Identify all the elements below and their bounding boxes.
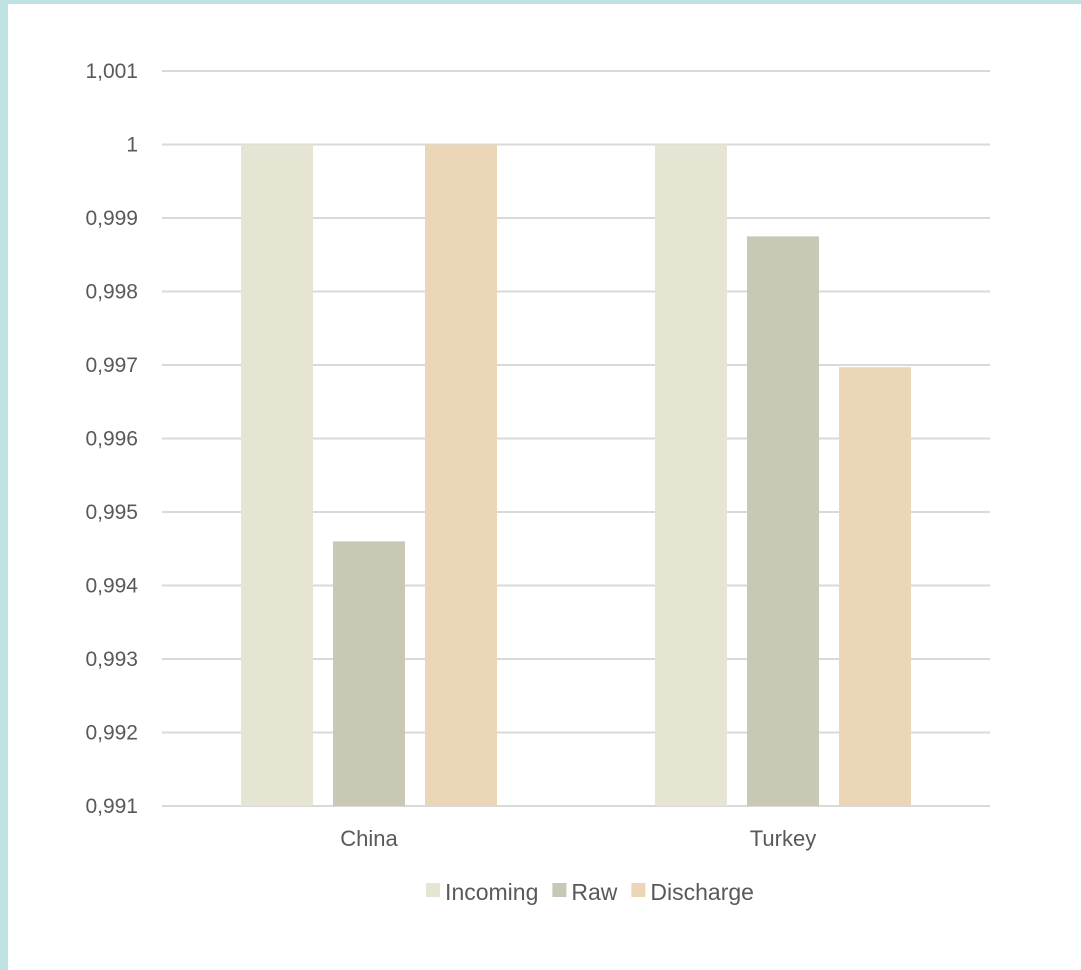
x-axis: China Turkey bbox=[340, 826, 816, 851]
legend-swatch bbox=[631, 883, 646, 897]
bars bbox=[241, 144, 911, 806]
legend-label: Discharge bbox=[650, 879, 754, 905]
legend-label: Raw bbox=[571, 879, 617, 905]
bar-raw-turkey bbox=[747, 236, 819, 806]
bar-raw-china bbox=[333, 541, 405, 806]
x-tick-label: Turkey bbox=[750, 826, 816, 851]
y-tick-label: 1 bbox=[126, 134, 138, 157]
legend-swatch bbox=[426, 883, 441, 897]
bar-incoming-turkey bbox=[655, 144, 727, 806]
legend-items: Incoming Raw Discharge bbox=[426, 879, 754, 905]
bar-discharge-turkey bbox=[839, 367, 911, 806]
x-tick-label: China bbox=[340, 826, 398, 851]
legend-label: Incoming bbox=[445, 879, 538, 905]
y-tick-label: 0,998 bbox=[85, 281, 138, 304]
y-tick-label: 0,995 bbox=[85, 501, 138, 524]
bar-incoming-china bbox=[241, 144, 313, 806]
legend-swatch bbox=[552, 883, 567, 897]
y-axis: 0,991 0,992 0,993 0,994 0,995 0,996 0,997 0,998… bbox=[85, 60, 138, 818]
y-tick-label: 0,992 bbox=[85, 722, 138, 745]
y-tick-label: 0,991 bbox=[85, 795, 138, 818]
y-tick-label: 0,997 bbox=[85, 354, 138, 377]
y-tick-label: 0,994 bbox=[85, 575, 138, 598]
y-tick-label: 0,996 bbox=[85, 428, 138, 451]
bar-discharge-china bbox=[425, 144, 497, 806]
y-tick-label: 0,993 bbox=[85, 648, 138, 671]
y-tick-label: 0,999 bbox=[85, 207, 138, 230]
y-tick-label: 1,001 bbox=[85, 60, 138, 83]
legend: Incoming Raw Discharge bbox=[426, 879, 754, 905]
